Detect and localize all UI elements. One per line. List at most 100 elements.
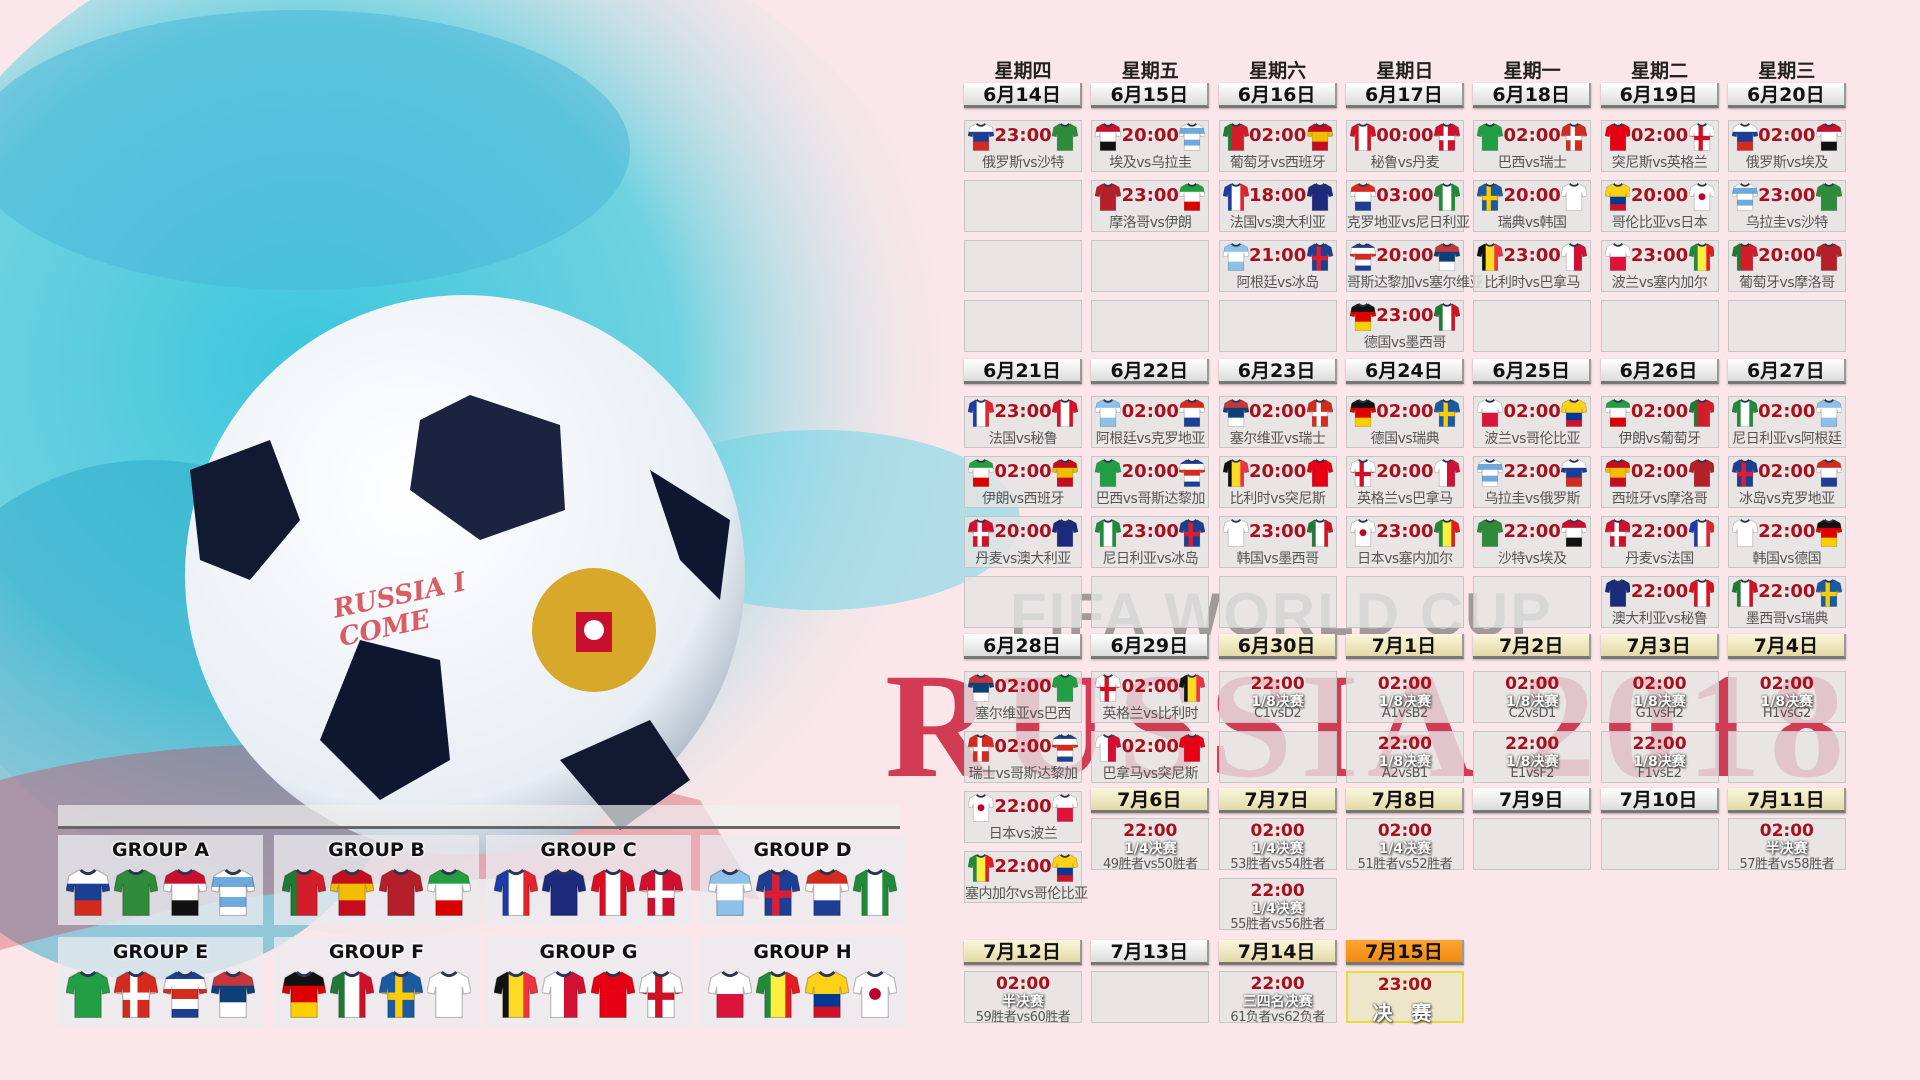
match-cell[interactable]: 20:00 比利时vs突尼斯 [1218, 456, 1337, 508]
match-cell[interactable]: 20:00 埃及vs乌拉圭 [1091, 120, 1210, 172]
jersey-icon [330, 868, 375, 917]
match-cell[interactable]: 22:00 三四名决赛 61负者vs62负者 [1218, 971, 1337, 1025]
away-jersey [1560, 398, 1588, 428]
match-cell[interactable]: 22:00 1/8决赛 E1vsF2 [1473, 731, 1592, 783]
match-cell[interactable]: 21:00 阿根廷vs冰岛 [1218, 240, 1337, 292]
group-jerseys [494, 967, 683, 1021]
match-stage: 1/8决赛 [1378, 754, 1432, 770]
match-cell[interactable]: 02:00 波兰vs哥伦比亚 [1473, 396, 1592, 448]
jersey-icon [1222, 459, 1249, 487]
match-cell[interactable]: 00:00 秘鲁vs丹麦 [1345, 120, 1464, 172]
match-teams: 塞内加尔vs哥伦比亚 [965, 886, 1088, 902]
empty-match-cell [1218, 300, 1337, 352]
date-header: 7月13日 [1091, 940, 1210, 965]
match-cell[interactable]: 02:00 巴西vs瑞士 [1473, 120, 1592, 172]
match-cell[interactable]: 22:00 乌拉圭vs俄罗斯 [1473, 456, 1592, 508]
jersey-icon [494, 970, 538, 1019]
home-jersey [1731, 458, 1759, 488]
match-cell[interactable]: 02:00 巴拿马vs突尼斯 [1091, 731, 1210, 783]
match-cell[interactable]: 23:00 决 赛 [1345, 971, 1464, 1025]
home-jersey [1349, 398, 1377, 428]
match-cell[interactable]: 23:00 波兰vs塞内加尔 [1600, 240, 1719, 292]
match-cell[interactable]: 22:00 日本vs波兰 [964, 791, 1082, 843]
match-teams: 法国vs澳大利亚 [1229, 215, 1326, 231]
match-time: 02:00 [1758, 125, 1816, 146]
match-cell[interactable]: 02:00 半决赛 59胜者vs60胜者 [964, 971, 1082, 1025]
match-cell[interactable]: 02:00 1/8决赛 H1vsG2 [1727, 671, 1846, 723]
match-time: 22:00 [1632, 734, 1687, 754]
match-cell[interactable]: 22:00 澳大利亚vs秘鲁 [1600, 576, 1719, 628]
match-cell[interactable]: 02:00 1/8决赛 A1vsB2 [1345, 671, 1464, 723]
match-cell[interactable]: 23:00 俄罗斯vs沙特 [964, 120, 1082, 172]
match-cell[interactable]: 20:00 哥斯达黎加vs塞尔维亚 [1345, 240, 1483, 292]
match-cell[interactable]: 03:00 克罗地亚vs尼日利亚 [1345, 180, 1470, 232]
match-cell[interactable]: 22:00 1/8决赛 A2vsB1 [1345, 731, 1464, 783]
match-cell[interactable]: 22:00 丹麦vs法国 [1600, 516, 1719, 568]
match-cell[interactable]: 22:00 沙特vs埃及 [1473, 516, 1592, 568]
match-cell[interactable]: 22:00 韩国vs德国 [1727, 516, 1846, 568]
match-cell[interactable]: 22:00 墨西哥vs瑞典 [1727, 576, 1846, 628]
match-cell[interactable]: 02:00 塞尔维亚vs巴西 [964, 671, 1082, 723]
match-cell[interactable]: 02:00 西班牙vs摩洛哥 [1600, 456, 1719, 508]
match-time: 02:00 [1632, 674, 1687, 694]
away-jersey [1306, 398, 1333, 428]
group-card: GROUP A [58, 835, 263, 925]
match-cell[interactable]: 02:00 英格兰vs比利时 [1091, 671, 1210, 723]
match-cell[interactable]: 22:00 1/4决赛 55胜者vs56胜者 [1218, 878, 1337, 932]
match-cell[interactable]: 02:00 俄罗斯vs埃及 [1727, 120, 1846, 172]
jersey-icon [1815, 123, 1843, 151]
match-cell[interactable]: 02:00 1/4决赛 51胜者vs52胜者 [1345, 818, 1464, 872]
match-cell[interactable]: 02:00 阿根廷vs克罗地亚 [1091, 396, 1210, 448]
home-jersey [967, 733, 995, 763]
match-cell[interactable]: 02:00 伊朗vs葡萄牙 [1600, 396, 1719, 448]
match-cell[interactable]: 20:00 哥伦比亚vs日本 [1600, 180, 1719, 232]
match-cell[interactable]: 02:00 德国vs瑞典 [1345, 396, 1464, 448]
match-cell[interactable]: 22:00 1/4决赛 49胜者vs50胜者 [1091, 818, 1210, 872]
group-name: GROUP G [539, 941, 638, 963]
match-time: 02:00 [1758, 461, 1816, 482]
match-cell[interactable]: 23:00 乌拉圭vs沙特 [1727, 180, 1846, 232]
jersey-icon [1051, 519, 1079, 547]
match-cell[interactable]: 02:00 1/8决赛 G1vsH2 [1600, 671, 1719, 723]
match-cell[interactable]: 22:00 塞内加尔vs哥伦比亚 [964, 851, 1088, 903]
match-cell[interactable]: 20:00 巴西vs哥斯达黎加 [1091, 456, 1210, 508]
match-cell[interactable]: 20:00 丹麦vs澳大利亚 [964, 516, 1082, 568]
match-cell[interactable]: 02:00 尼日利亚vs阿根廷 [1727, 396, 1846, 448]
match-cell[interactable]: 02:00 瑞士vs哥斯达黎加 [964, 731, 1082, 783]
match-cell[interactable]: 18:00 法国vs澳大利亚 [1218, 180, 1337, 232]
match-cell[interactable]: 02:00 伊朗vs西班牙 [964, 456, 1082, 508]
match-time: 02:00 [1503, 125, 1561, 146]
match-cell[interactable]: 20:00 英格兰vs巴拿马 [1345, 456, 1464, 508]
jersey-icon [967, 674, 995, 702]
jersey-icon [1688, 399, 1715, 427]
match-cell[interactable]: 23:00 比利时vs巴拿马 [1473, 240, 1592, 292]
match-teams: 伊朗vs西班牙 [981, 491, 1065, 507]
match-cell[interactable]: 23:00 日本vs塞内加尔 [1345, 516, 1464, 568]
match-cell[interactable]: 22:00 1/8决赛 C1vsD2 [1218, 671, 1337, 723]
match-cell[interactable]: 02:00 1/4决赛 53胜者vs54胜者 [1218, 818, 1337, 872]
home-jersey [967, 122, 995, 152]
jersey-icon [1178, 459, 1206, 487]
soccer-ball-image [185, 295, 745, 855]
jersey-icon [1178, 399, 1206, 427]
match-cell[interactable]: 02:00 冰岛vs克罗地亚 [1727, 456, 1846, 508]
match-cell[interactable]: 02:00 半决赛 57胜者vs58胜者 [1727, 818, 1846, 872]
match-cell[interactable]: 23:00 法国vs秘鲁 [964, 396, 1082, 448]
group-card: GROUP C [486, 835, 691, 925]
match-cell[interactable]: 22:00 1/8决赛 F1vsE2 [1600, 731, 1719, 783]
jersey-icon [1476, 399, 1504, 427]
group-card: GROUP B [274, 835, 479, 925]
match-cell[interactable]: 02:00 葡萄牙vs西班牙 [1218, 120, 1337, 172]
jersey-icon [1476, 519, 1504, 547]
match-cell[interactable]: 20:00 葡萄牙vs摩洛哥 [1727, 240, 1846, 292]
match-cell[interactable]: 02:00 突尼斯vs英格兰 [1600, 120, 1719, 172]
match-cell[interactable]: 02:00 塞尔维亚vs瑞士 [1218, 396, 1337, 448]
match-cell[interactable]: 23:00 韩国vs墨西哥 [1218, 516, 1337, 568]
match-cell[interactable]: 02:00 1/8决赛 C2vsD1 [1473, 671, 1592, 723]
away-jersey [1815, 578, 1843, 608]
match-cell[interactable]: 23:00 摩洛哥vs伊朗 [1091, 180, 1210, 232]
match-cell[interactable]: 20:00 瑞典vs韩国 [1473, 180, 1592, 232]
match-cell[interactable]: 23:00 尼日利亚vs冰岛 [1091, 516, 1210, 568]
match-cell[interactable]: 23:00 德国vs墨西哥 [1345, 300, 1464, 352]
date-header: 7月4日 [1727, 634, 1846, 659]
